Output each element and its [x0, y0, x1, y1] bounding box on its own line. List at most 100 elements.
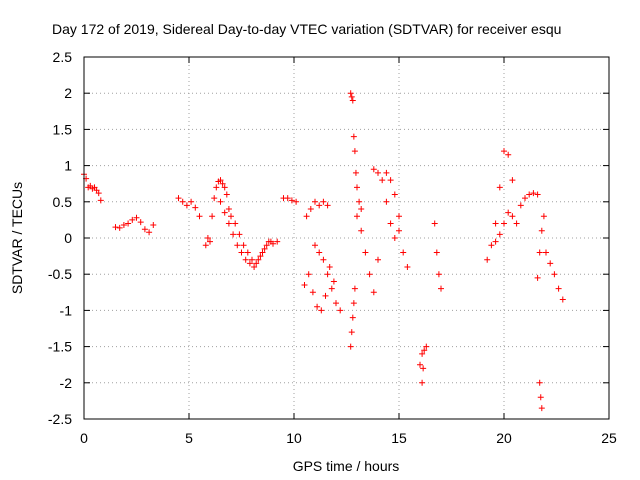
y-tick-label: 0 [64, 230, 72, 246]
data-point [517, 202, 524, 209]
data-point [501, 148, 507, 155]
data-point [204, 235, 211, 241]
data-point [349, 97, 356, 104]
y-tick-label: 2.5 [53, 49, 73, 65]
data-point [387, 177, 394, 184]
grid-lines [84, 57, 609, 419]
data-point [419, 350, 426, 357]
data-point [496, 184, 503, 191]
data-point [112, 224, 119, 231]
data-point [232, 220, 239, 227]
data-point [320, 256, 327, 263]
data-point [316, 249, 323, 256]
data-point [420, 365, 427, 372]
data-point [551, 271, 558, 278]
data-point [350, 133, 357, 140]
data-point [179, 198, 186, 205]
data-point [209, 213, 216, 220]
data-point [230, 231, 237, 238]
data-point [202, 242, 209, 249]
data-point [505, 209, 512, 216]
data-point [358, 227, 365, 234]
y-tick-label: 1.5 [53, 121, 73, 137]
data-point [379, 177, 386, 184]
data-point [183, 202, 190, 209]
data-point [492, 238, 499, 245]
data-point [312, 198, 318, 205]
data-point [536, 379, 543, 386]
data-point [347, 343, 354, 350]
y-tick-label: -0.5 [48, 266, 72, 282]
x-tick-label: 25 [601, 430, 617, 446]
data-point [555, 285, 562, 292]
data-point [351, 148, 358, 155]
data-point [536, 249, 543, 256]
data-point [354, 184, 360, 191]
data-point [274, 238, 281, 245]
data-point [538, 405, 545, 412]
data-point [501, 220, 507, 227]
data-point [263, 242, 270, 249]
data-point [383, 198, 390, 205]
data-point [396, 227, 402, 234]
data-point [537, 394, 544, 401]
data-point [207, 238, 213, 245]
data-point [259, 249, 266, 256]
data-point [333, 300, 339, 307]
data-point [492, 220, 499, 227]
y-tick-label: -2 [60, 375, 73, 391]
data-point [522, 195, 528, 202]
data-point [244, 249, 251, 256]
data-point [354, 213, 360, 220]
data-points [81, 90, 566, 412]
data-point [328, 285, 335, 292]
data-point [97, 197, 104, 204]
data-point [221, 209, 228, 216]
data-point [242, 256, 249, 263]
data-point [391, 191, 398, 198]
data-point [356, 198, 363, 205]
data-point [366, 271, 373, 278]
data-point [217, 198, 224, 205]
x-tick-label: 5 [185, 430, 193, 446]
data-point [284, 195, 291, 202]
data-point [383, 169, 390, 176]
data-point [221, 184, 228, 191]
data-point [530, 190, 537, 197]
data-point [421, 347, 428, 354]
data-point [431, 220, 438, 227]
data-point [314, 303, 321, 310]
data-point [534, 191, 541, 198]
data-point [324, 202, 331, 209]
data-point [213, 184, 220, 191]
data-point [540, 213, 547, 220]
x-tick-label: 0 [80, 430, 88, 446]
data-point [391, 235, 398, 241]
data-point [438, 285, 444, 292]
data-point [435, 271, 442, 278]
data-point [330, 278, 337, 285]
x-tick-label: 10 [286, 430, 302, 446]
y-tick-label: 2 [64, 85, 72, 101]
data-point [236, 231, 243, 238]
data-point [375, 169, 381, 176]
data-point [400, 249, 407, 256]
data-point [387, 220, 394, 227]
data-point [419, 379, 426, 386]
data-point [225, 206, 232, 213]
data-point [95, 190, 102, 197]
data-point [257, 253, 264, 260]
data-point [219, 180, 226, 187]
data-point [396, 213, 402, 220]
y-tick-label: 0.5 [53, 194, 73, 210]
axis-ticks: 0 5 10 15 20 25 -2.5 -2 -1.5 -1 -0.5 0 0.5 1 1.5 2 2.5 [48, 49, 617, 446]
data-point [417, 361, 423, 368]
data-point [509, 213, 516, 220]
y-tick-label: -1 [60, 302, 73, 318]
data-point [129, 216, 136, 223]
x-tick-label: 15 [391, 430, 407, 446]
data-point [559, 296, 566, 303]
data-point [312, 242, 318, 249]
data-point [301, 282, 308, 289]
